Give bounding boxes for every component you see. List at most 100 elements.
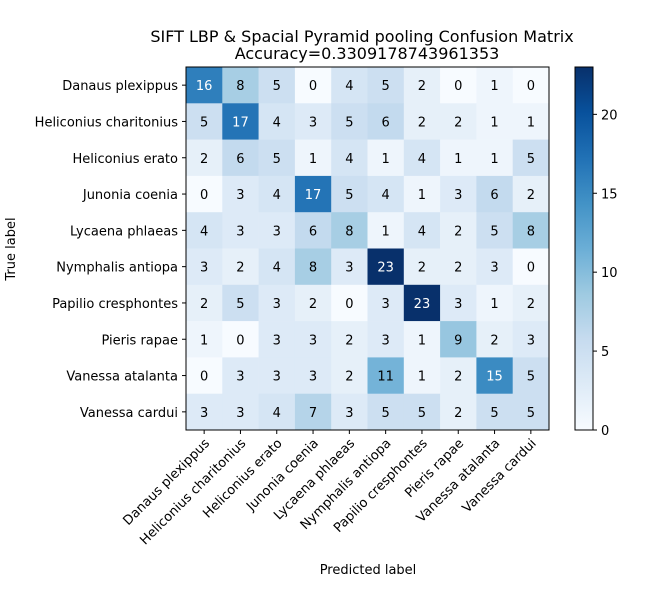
cell-value-label: 6: [382, 115, 390, 130]
heatmap-cell: [403, 103, 441, 140]
cell-value-label: 1: [382, 152, 390, 167]
heatmap-cell: [294, 103, 332, 140]
heatmap-cell: [403, 212, 441, 249]
heatmap-cell: [294, 321, 332, 358]
heatmap-cell: [440, 393, 477, 431]
cell-value-label: 4: [382, 188, 390, 203]
cell-value-label: 3: [236, 188, 244, 203]
heatmap-cell: [476, 67, 513, 104]
heatmap-cell: [222, 321, 259, 358]
heatmap-cell: [222, 284, 259, 322]
heatmap-cell: [222, 393, 259, 431]
heatmap-cell: [186, 139, 223, 177]
heatmap-cell: [294, 393, 332, 431]
cell-value-label: 1: [490, 152, 498, 167]
cell-value-label: 2: [200, 152, 208, 167]
y-tick-label: Vanessa atalanta: [66, 370, 178, 385]
heatmap-cell: [440, 212, 477, 249]
cell-value-label: 0: [200, 370, 208, 385]
heatmap-cell: [186, 212, 223, 249]
cell-value-label: 2: [200, 297, 208, 312]
cell-value-label: 3: [527, 333, 535, 348]
chart-title: SIFT LBP & Spacial Pyramid pooling Confu…: [150, 27, 573, 46]
heatmap-cell: [512, 139, 550, 177]
cell-value-label: 1: [490, 79, 498, 94]
cell-value-label: 1: [490, 297, 498, 312]
heatmap-cell: [331, 67, 368, 104]
cell-value-label: 3: [454, 188, 462, 203]
cell-value-label: 0: [345, 297, 353, 312]
heatmap-cell: [222, 357, 259, 394]
heatmap-cell: [186, 321, 223, 358]
cell-value-label: 3: [273, 297, 281, 312]
heatmap-cell: [476, 248, 513, 286]
colorbar: [574, 66, 594, 431]
heatmap-cell: [294, 139, 332, 177]
cell-value-label: 17: [305, 188, 322, 203]
cell-value-label: 3: [309, 333, 317, 348]
cell-value-label: 0: [527, 261, 535, 276]
heatmap-cell: [403, 284, 441, 322]
cell-value-label: 3: [200, 261, 208, 276]
cell-value-label: 3: [382, 333, 390, 348]
cell-value-label: 8: [309, 261, 317, 276]
colorbar-tick-label: 20: [601, 108, 618, 123]
cell-value-label: 1: [200, 333, 208, 348]
heatmap-cell: [258, 103, 296, 140]
heatmap-cell: [476, 139, 513, 177]
cell-value-label: 3: [382, 297, 390, 312]
heatmap-cell: [222, 212, 259, 249]
y-tick-label: Lycaena phlaeas: [70, 224, 178, 239]
cell-value-label: 5: [418, 406, 426, 421]
heatmap-cell: [440, 67, 477, 104]
y-tick-label: Junonia coenia: [82, 188, 178, 203]
heatmap-cell: [512, 67, 550, 104]
cell-value-label: 5: [345, 115, 353, 130]
cell-value-label: 3: [236, 224, 244, 239]
cell-value-label: 17: [232, 115, 249, 130]
heatmap-cell: [331, 284, 368, 322]
cell-value-label: 5: [490, 224, 498, 239]
heatmap-cell: [294, 284, 332, 322]
heatmap-cell: [403, 321, 441, 358]
colorbar-tick-label: 5: [601, 345, 609, 360]
cell-value-label: 4: [200, 224, 208, 239]
heatmap-cell: [367, 321, 405, 358]
heatmap-cell: [294, 175, 332, 213]
cell-value-label: 1: [418, 188, 426, 203]
cell-value-label: 0: [309, 79, 317, 94]
cell-value-label: 2: [418, 261, 426, 276]
heatmap-cell: [367, 175, 405, 213]
cell-value-label: 23: [414, 297, 431, 312]
heatmap-cell-labels: 16 8 5 0 4 5 2 0 1 05 17 4 3 5 6 2 2 1 12 6 5 1 4 1 4 1 1 50 3 4 17 5 4 1…: [196, 79, 535, 421]
cell-value-label: 5: [527, 152, 535, 167]
cell-value-label: 2: [454, 115, 462, 130]
y-tick-label: Heliconius charitonius: [35, 115, 179, 130]
colorbar-ticks: 0 5 10 15 20: [593, 108, 618, 439]
heatmap-cell: [258, 175, 296, 213]
cell-value-label: 6: [309, 224, 317, 239]
cell-value-label: 5: [527, 406, 535, 421]
heatmap-cell: [186, 393, 223, 431]
cell-value-label: 5: [382, 406, 390, 421]
heatmap-cell: [331, 321, 368, 358]
cell-value-label: 3: [454, 297, 462, 312]
cell-value-label: 2: [236, 261, 244, 276]
heatmap-cell: [258, 139, 296, 177]
heatmap-cell: [367, 284, 405, 322]
heatmap-cell: [258, 212, 296, 249]
cell-value-label: 2: [418, 115, 426, 130]
cell-value-label: 11: [377, 370, 394, 385]
cell-value-label: 1: [454, 152, 462, 167]
cell-value-label: 1: [490, 115, 498, 130]
cell-value-label: 4: [345, 79, 353, 94]
heatmap-cell: [440, 248, 477, 286]
heatmap-cell: [367, 139, 405, 177]
heatmap-cell: [512, 321, 550, 358]
heatmap-cell: [403, 248, 441, 286]
cell-value-label: 2: [345, 333, 353, 348]
cell-value-label: 3: [236, 370, 244, 385]
cell-value-label: 23: [377, 261, 394, 276]
heatmap-cell: [258, 357, 296, 394]
cell-value-label: 16: [196, 79, 213, 94]
